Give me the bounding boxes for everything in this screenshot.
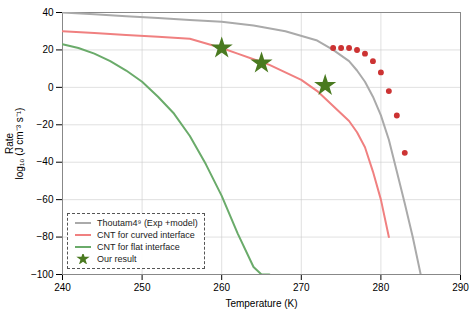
svg-text:270: 270 [293, 282, 310, 293]
svg-text:−80: −80 [37, 231, 54, 242]
svg-text:Temperature (K): Temperature (K) [225, 298, 297, 309]
html-text:Thoutam4⁹ (Exp +model): Thoutam4⁹ (Exp +model) [97, 218, 198, 228]
svg-text:−100: −100 [31, 269, 54, 280]
svg-text:250: 250 [134, 282, 151, 293]
svg-text:−60: −60 [37, 194, 54, 205]
html-text:Our result: Our result [97, 254, 137, 264]
svg-text:Ratelog₁₀ (J cm⁻³ s⁻¹): Ratelog₁₀ (J cm⁻³ s⁻¹) [4, 108, 25, 180]
svg-text:−40: −40 [37, 156, 54, 167]
svg-text:−20: −20 [37, 119, 54, 130]
svg-text:0: 0 [48, 82, 54, 93]
svg-text:240: 240 [54, 282, 71, 293]
svg-text:40: 40 [42, 7, 54, 18]
html-text:CNT for curved interface: CNT for curved interface [97, 230, 195, 240]
svg-text:20: 20 [42, 44, 54, 55]
html-text:CNT for flat interface: CNT for flat interface [97, 242, 180, 252]
svg-text:260: 260 [213, 282, 230, 293]
svg-text:290: 290 [452, 282, 469, 293]
svg-text:280: 280 [373, 282, 390, 293]
